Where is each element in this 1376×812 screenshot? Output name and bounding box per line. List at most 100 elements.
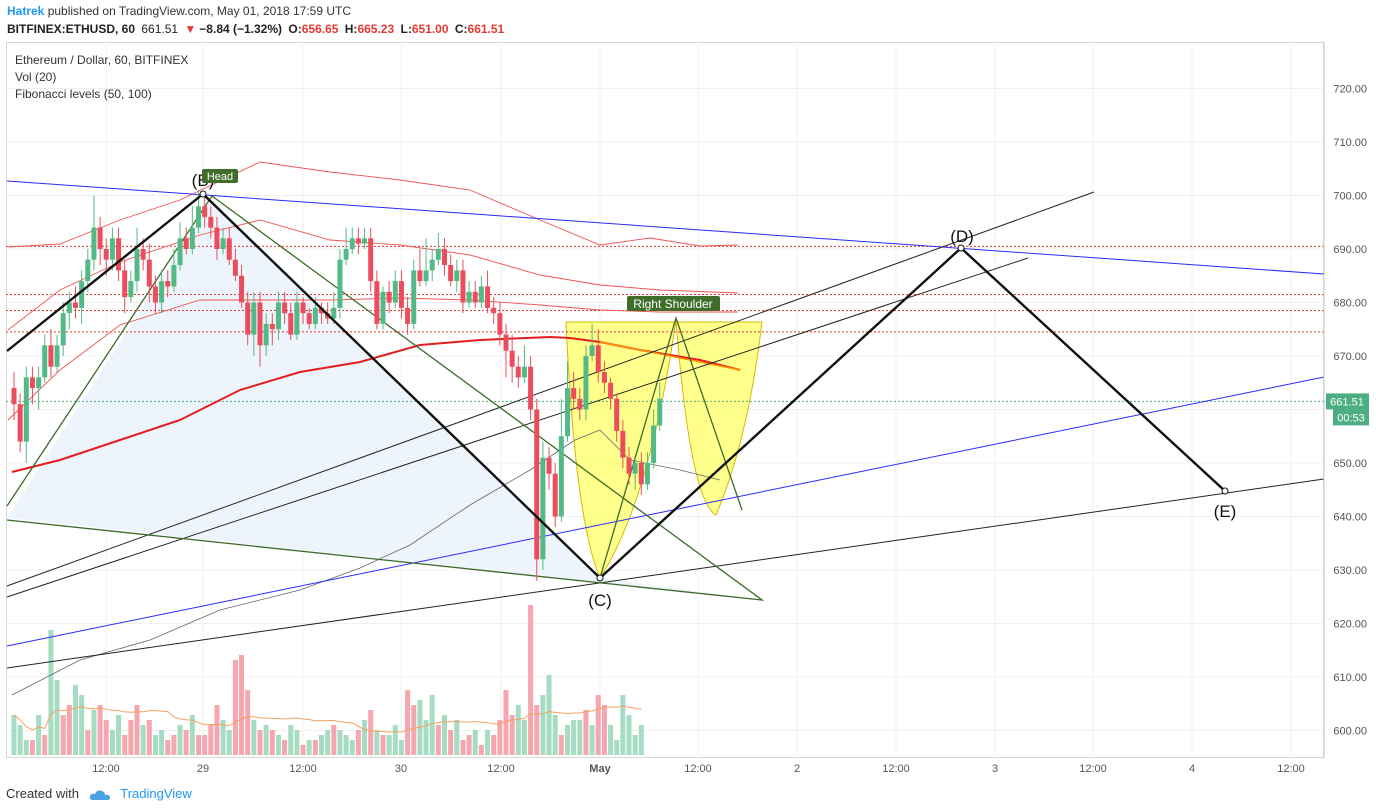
tradingview-link[interactable]: TradingView (120, 786, 192, 801)
low-label: L: (400, 22, 412, 36)
candle-body (485, 286, 491, 308)
wave-point (596, 574, 604, 582)
candle-body (417, 270, 423, 282)
volume-bar (571, 720, 577, 755)
candle-body (368, 238, 374, 282)
volume-bar (288, 725, 294, 755)
candle-body (91, 227, 97, 260)
volume-bar (429, 695, 435, 755)
legend-title[interactable]: Ethereum / Dollar, 60, BITFINEX (15, 53, 189, 67)
down-arrow-icon: ▼ (184, 22, 197, 36)
volume-bar (152, 735, 158, 755)
last-price-tag (1326, 393, 1369, 410)
candle-body (583, 356, 589, 410)
tradingview-cloud-icon (89, 789, 110, 800)
candle-body (23, 377, 29, 442)
close-label: C: (454, 22, 468, 36)
moving-average-short (599, 341, 741, 371)
candle-body (140, 249, 146, 260)
open-label: O: (288, 22, 302, 36)
volume-bar (601, 705, 607, 755)
volume-bar (491, 735, 497, 755)
candle-body (405, 307, 411, 324)
open-value: 656.65 (301, 22, 339, 36)
candle-body (189, 227, 195, 249)
candle-body (552, 473, 558, 517)
candle-body (275, 302, 281, 330)
countdown-tag (1333, 409, 1369, 426)
candle-body (608, 382, 614, 399)
candle-body (183, 238, 189, 249)
legend-fibonacci[interactable]: Fibonacci levels (50, 100) (15, 87, 152, 101)
candle-body (534, 409, 540, 560)
volume-bar (294, 730, 300, 755)
candle-body (398, 281, 404, 308)
volume-bar (202, 735, 208, 755)
volume-bar (423, 720, 429, 755)
volume-bar (411, 705, 417, 755)
candle-body (42, 345, 48, 378)
volume-bar (392, 725, 398, 755)
volume-bar (442, 715, 447, 755)
volume-bar (300, 745, 306, 755)
volume-bar (521, 720, 527, 755)
candle-body (263, 323, 269, 346)
candle-body (171, 265, 177, 287)
volume-bar (540, 695, 546, 755)
volume-bar (134, 705, 140, 755)
candle-body (17, 404, 23, 442)
candle-body (97, 227, 103, 249)
volume-bar (460, 740, 466, 755)
candle-body (159, 281, 165, 303)
volume-bar (183, 730, 189, 755)
volume-bar (48, 630, 54, 755)
volume-bar (306, 740, 312, 755)
volume-bar (620, 695, 626, 755)
candle-body (300, 302, 306, 314)
volume-bar (478, 745, 484, 755)
volume-bar (220, 720, 226, 755)
time-tick-label: 12:00 (1277, 763, 1305, 775)
volume-bar (263, 725, 269, 755)
candle-body (528, 366, 534, 410)
volume-bar (312, 740, 318, 755)
volume-bar (29, 740, 35, 755)
volume-bar (595, 695, 601, 755)
channel-line-2 (6, 257, 1029, 598)
candle-body (386, 291, 392, 303)
wave-point (199, 190, 207, 198)
candle-body (620, 430, 626, 458)
wave-label-d: (D) (950, 227, 974, 246)
volume-bars (11, 605, 644, 755)
candle-body (638, 463, 644, 485)
volume-bar (159, 730, 165, 755)
candle-body (36, 377, 42, 389)
last-price-label: 661.51 (1330, 396, 1364, 408)
candle-body (146, 259, 152, 287)
volume-bar (91, 710, 97, 755)
candle-body (202, 206, 208, 217)
author-link[interactable]: Hatrek (7, 4, 45, 18)
volume-bar (380, 735, 386, 755)
wave-label-c: (C) (588, 591, 612, 610)
candle-body (546, 457, 552, 474)
close-value: 661.51 (467, 22, 505, 36)
candle-body (152, 286, 158, 303)
time-tick-label: 2 (794, 763, 800, 775)
volume-bar (60, 715, 66, 755)
last-price: 661.51 (141, 22, 179, 36)
candle-body (226, 238, 232, 260)
price-tick-label: 720.00 (1333, 84, 1367, 96)
volume-bar (103, 720, 109, 755)
candle-body (509, 350, 515, 367)
legend-volume[interactable]: Vol (20) (15, 70, 57, 84)
candle-body (442, 249, 447, 266)
candle-body (657, 398, 663, 426)
volume-bar (405, 690, 411, 755)
candle-body (122, 270, 128, 298)
candle-body (595, 345, 601, 373)
price-tick-label: 700.00 (1333, 191, 1367, 203)
candle-body (220, 238, 226, 249)
right-shoulder-green-lines (599, 315, 743, 579)
